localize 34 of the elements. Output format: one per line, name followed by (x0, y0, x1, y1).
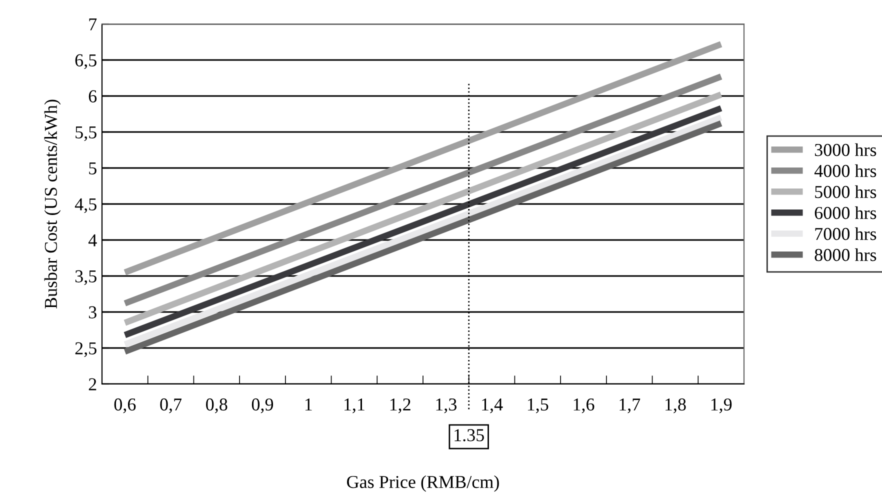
y-tick-label: 3,5 (75, 270, 96, 286)
y-tick-label: 4 (88, 234, 97, 246)
x-tick-label: 1,9 (711, 398, 732, 414)
y-tick-label: 6 (88, 90, 97, 102)
x-tick-label: 1,4 (482, 398, 503, 414)
ref-line-label: 1.35 (454, 429, 484, 442)
x-tick-label: 1,1 (344, 398, 364, 414)
x-tick-label: 1,6 (574, 398, 594, 414)
y-tick-label: 6,5 (75, 54, 96, 70)
x-tick-label: 1,5 (528, 398, 548, 414)
x-tick-label: 1,3 (436, 398, 457, 414)
y-tick-label: 2 (88, 378, 96, 390)
x-axis-title: Gas Price (RMB/cm) (347, 475, 499, 492)
y-axis-title: Busbar Cost (US cents/kWh) (44, 100, 61, 309)
y-tick-label: 3 (88, 306, 96, 318)
x-tick-label: 1,2 (390, 398, 410, 414)
x-tick-label: 0,8 (206, 398, 228, 414)
legend-label: 8000 hrs (814, 248, 876, 262)
x-tick-label: 0,9 (252, 398, 274, 414)
legend-label: 6000 hrs (814, 206, 876, 220)
x-tick-label: 1,8 (666, 398, 686, 414)
x-tick-label: 0,7 (160, 398, 182, 414)
legend-label: 3000 hrs (814, 143, 876, 156)
y-tick-label: 4,5 (74, 198, 96, 214)
x-tick-label: 1 (305, 398, 312, 410)
y-tick-label: 2,5 (75, 342, 96, 358)
legend-label: 4000 hrs (814, 164, 876, 178)
y-tick-label: 5,5 (76, 126, 96, 142)
x-tick-label: 1,7 (620, 398, 640, 414)
legend-label: 5000 hrs (815, 185, 876, 198)
x-tick-label: 0,6 (114, 398, 136, 414)
y-tick-label: 7 (89, 18, 97, 30)
y-tick-label: 5 (89, 162, 96, 174)
legend-label: 7000 hrs (815, 227, 876, 240)
